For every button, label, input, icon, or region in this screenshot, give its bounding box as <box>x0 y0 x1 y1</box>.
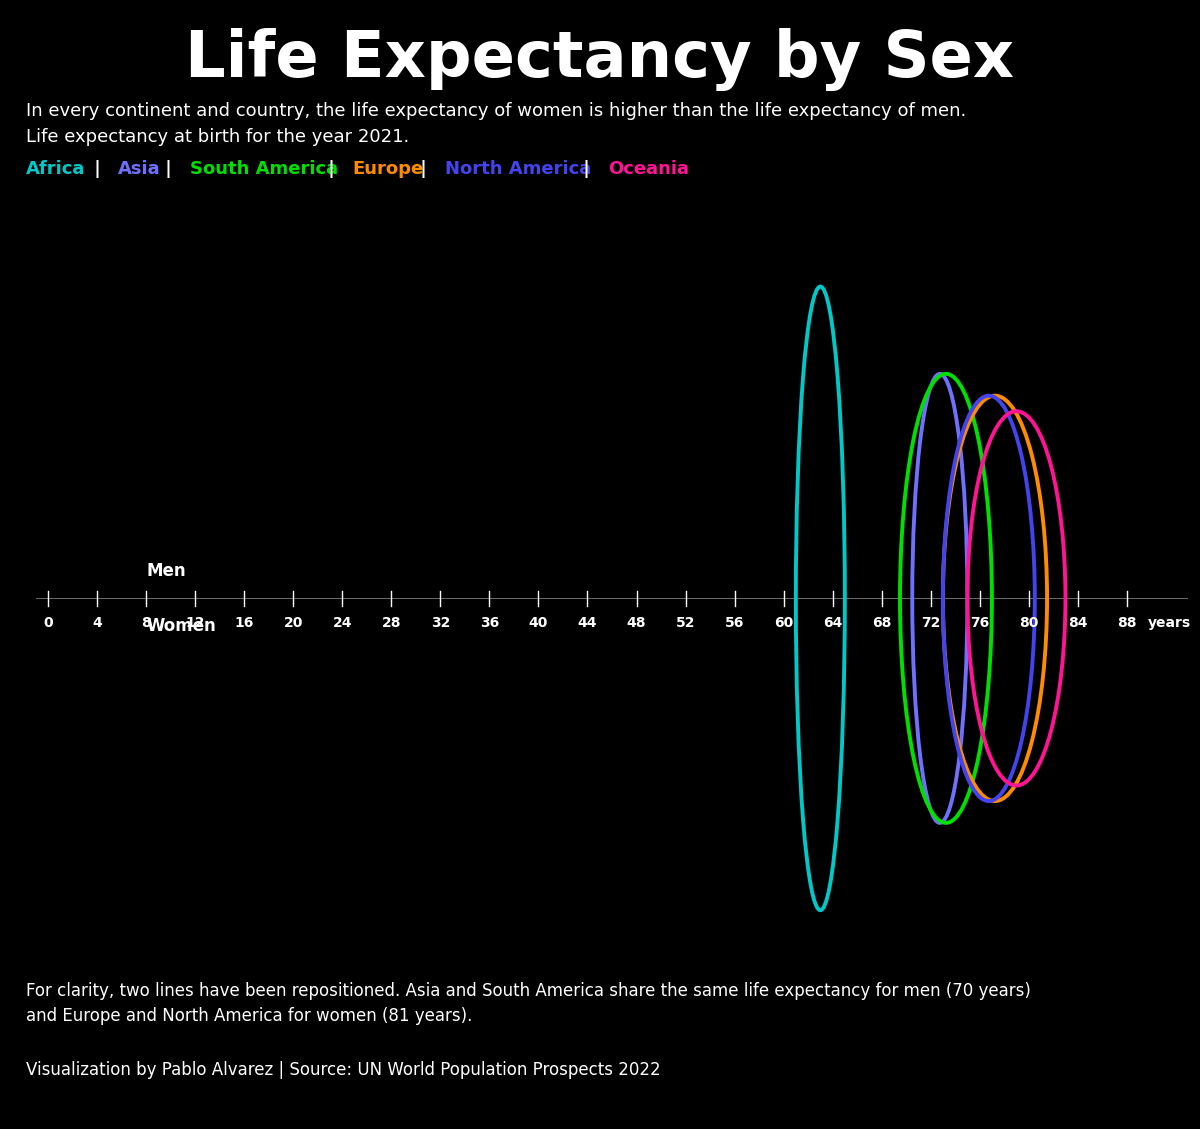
Text: 32: 32 <box>431 615 450 630</box>
Text: Women: Women <box>146 618 216 636</box>
Text: Oceania: Oceania <box>608 160 689 178</box>
Text: 0: 0 <box>43 615 53 630</box>
Text: 64: 64 <box>823 615 842 630</box>
Text: |: | <box>88 160 107 178</box>
Text: 84: 84 <box>1068 615 1087 630</box>
Text: For clarity, two lines have been repositioned. Asia and South America share the : For clarity, two lines have been reposit… <box>26 982 1031 1000</box>
Text: Men: Men <box>146 561 186 579</box>
Text: 28: 28 <box>382 615 401 630</box>
Text: 72: 72 <box>920 615 941 630</box>
Text: and Europe and North America for women (81 years).: and Europe and North America for women (… <box>26 1007 473 1025</box>
Text: Life expectancy at birth for the year 2021.: Life expectancy at birth for the year 20… <box>26 128 409 146</box>
Text: 76: 76 <box>970 615 989 630</box>
Text: 12: 12 <box>186 615 205 630</box>
Text: Visualization by Pablo Alvarez | Source: UN World Population Prospects 2022: Visualization by Pablo Alvarez | Source:… <box>26 1061 661 1079</box>
Text: 8: 8 <box>142 615 151 630</box>
Text: |: | <box>577 160 596 178</box>
Text: 80: 80 <box>1019 615 1038 630</box>
Text: 4: 4 <box>92 615 102 630</box>
Text: 52: 52 <box>676 615 695 630</box>
Text: 40: 40 <box>529 615 548 630</box>
Text: 60: 60 <box>774 615 793 630</box>
Text: 88: 88 <box>1117 615 1136 630</box>
Text: |: | <box>414 160 433 178</box>
Text: |: | <box>323 160 341 178</box>
Text: Life Expectancy by Sex: Life Expectancy by Sex <box>186 28 1014 91</box>
Text: In every continent and country, the life expectancy of women is higher than the : In every continent and country, the life… <box>26 102 967 120</box>
Text: 48: 48 <box>626 615 647 630</box>
Text: 20: 20 <box>283 615 304 630</box>
Text: 24: 24 <box>332 615 352 630</box>
Text: Asia: Asia <box>118 160 161 178</box>
Text: 36: 36 <box>480 615 499 630</box>
Text: 16: 16 <box>235 615 254 630</box>
Text: 68: 68 <box>872 615 892 630</box>
Text: Europe: Europe <box>353 160 424 178</box>
Text: 56: 56 <box>725 615 744 630</box>
Text: South America: South America <box>190 160 337 178</box>
Text: |: | <box>158 160 178 178</box>
Text: 44: 44 <box>577 615 598 630</box>
Text: Africa: Africa <box>26 160 85 178</box>
Text: North America: North America <box>445 160 590 178</box>
Text: years: years <box>1148 615 1192 630</box>
